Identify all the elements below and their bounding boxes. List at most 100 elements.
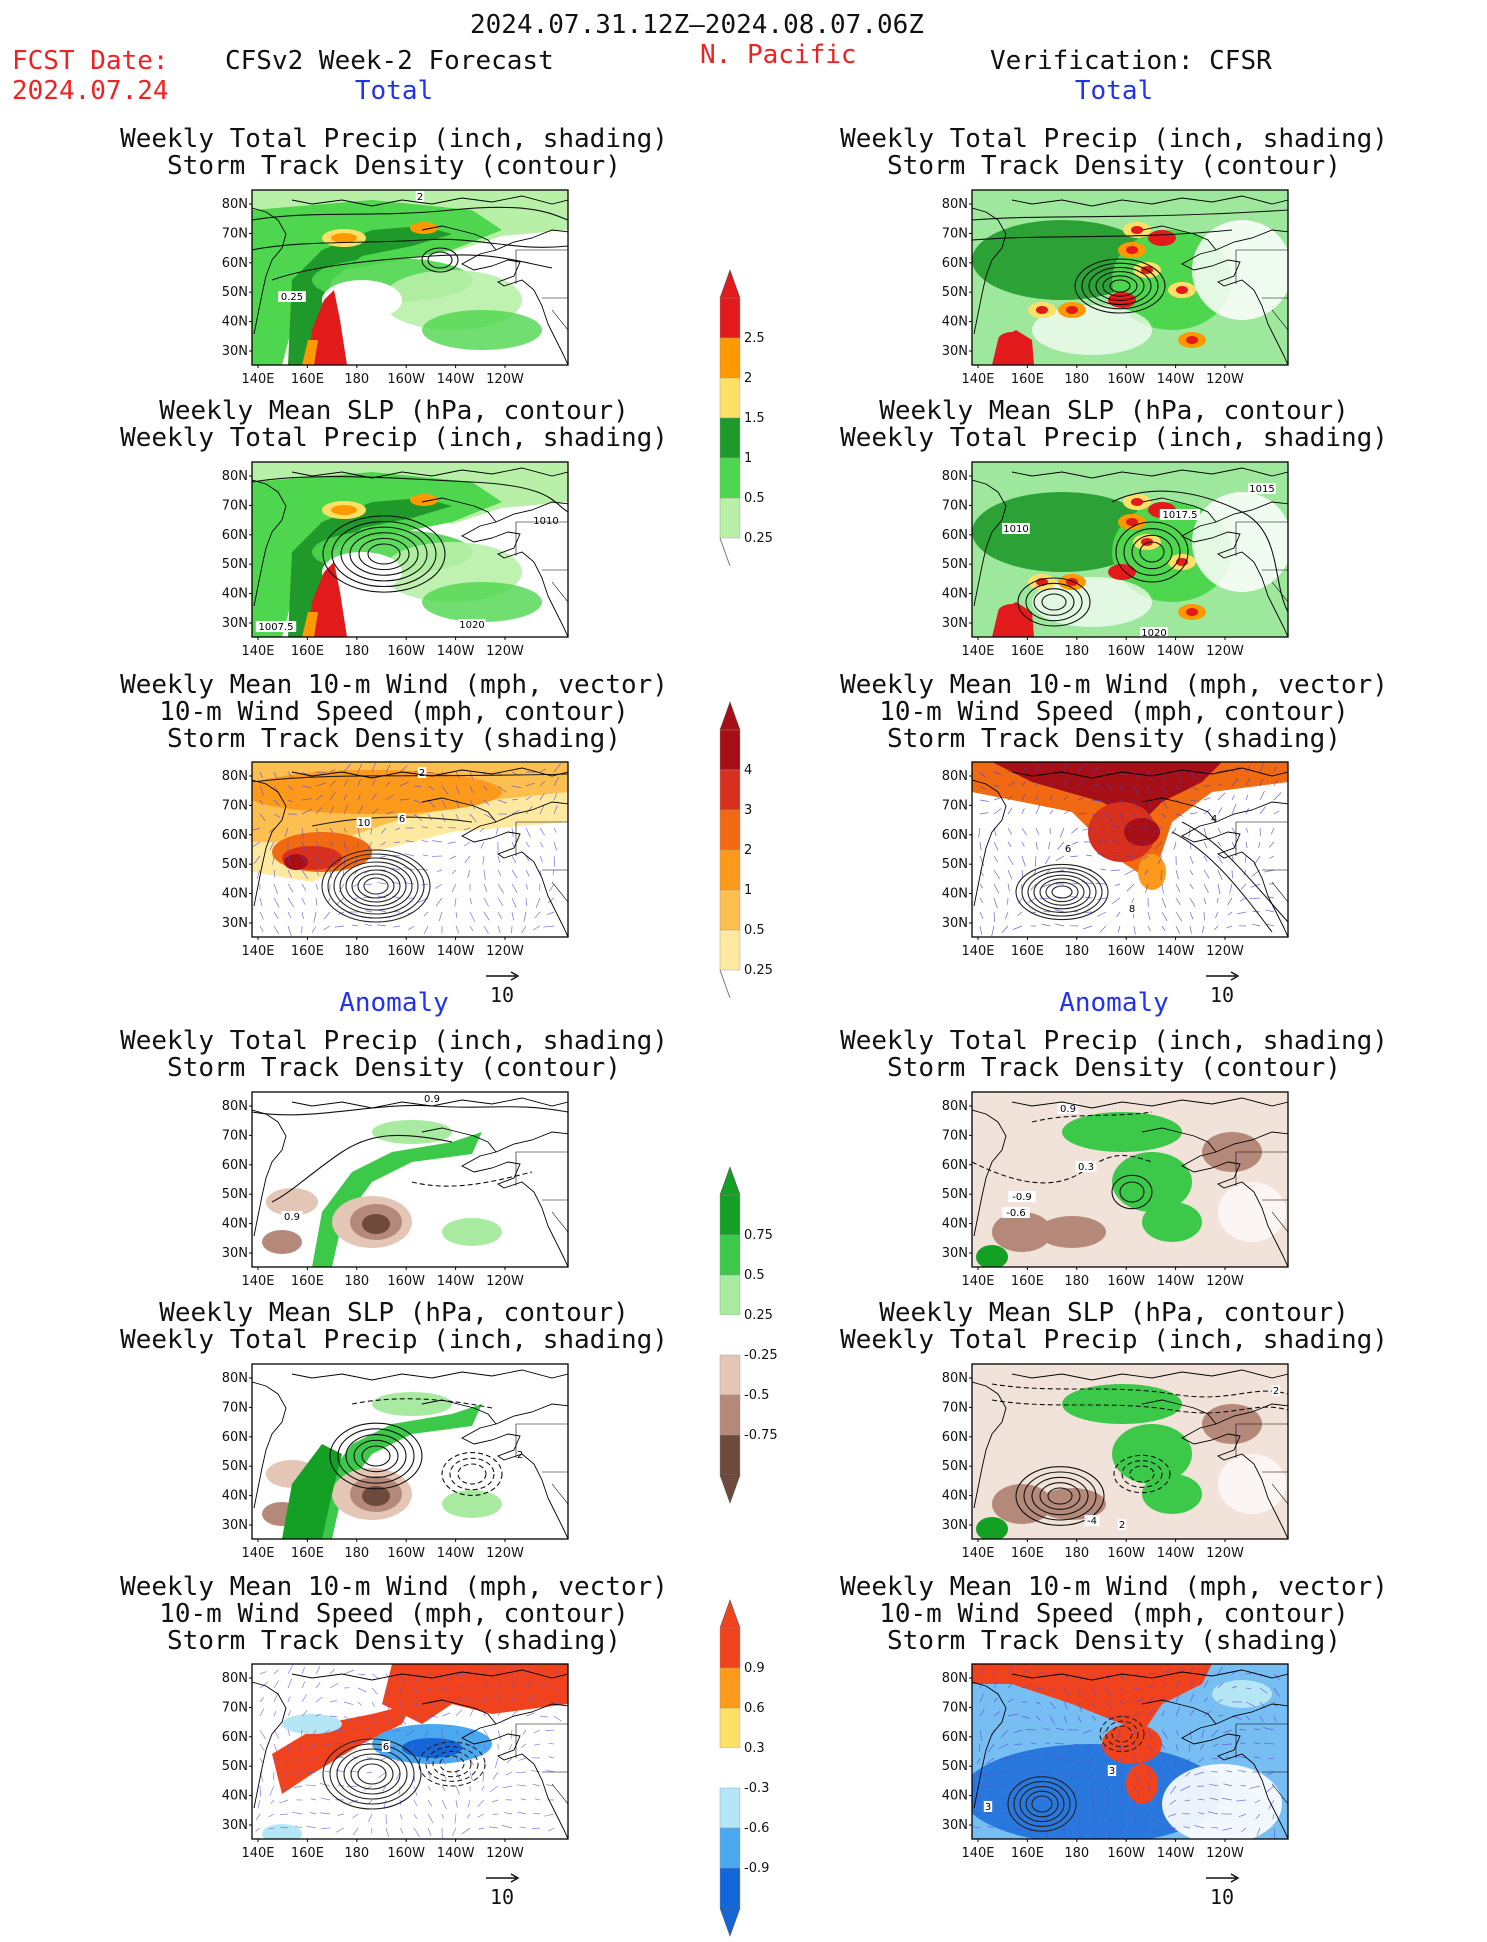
contour-label: -4: [1087, 1516, 1097, 1527]
lat-tick-label: 50N: [222, 1759, 248, 1774]
lat-tick-label: 70N: [942, 798, 968, 813]
lat-tick-label: 80N: [222, 1671, 248, 1686]
lon-tick-label: 160W: [1107, 1274, 1145, 1289]
lat-tick-label: 50N: [222, 857, 248, 872]
lat-tick-label: 40N: [942, 587, 968, 602]
colorbar-label: -0.3: [744, 1781, 769, 1796]
contour-label: 2: [1273, 1386, 1279, 1397]
lat-tick-label: 70N: [222, 798, 248, 813]
lat-tick-label: 80N: [222, 1099, 248, 1114]
lon-tick-label: 160E: [1011, 944, 1044, 959]
vector-arrow-icon: [1204, 1873, 1240, 1883]
vector-reference-value: 10: [484, 1887, 520, 1907]
lat-tick-label: 50N: [222, 1459, 248, 1474]
lon-tick-label: 140E: [241, 1546, 274, 1561]
colorbar-segment: [720, 1828, 740, 1868]
contour-label: 10: [358, 818, 371, 829]
lon-tick-label: 140E: [241, 1846, 274, 1861]
vf-total-slp-title: Weekly Mean SLP (hPa, contour)Weekly Tot…: [754, 398, 1474, 452]
lon-tick-label: 120W: [1206, 944, 1244, 959]
lat-tick-label: 50N: [942, 1187, 968, 1202]
colorbar-label: 2: [744, 843, 752, 858]
lat-tick-label: 70N: [222, 1400, 248, 1415]
lat-tick-label: 30N: [942, 616, 968, 631]
colorbar-label: 0.25: [744, 963, 773, 978]
contour-label: 1015: [1249, 484, 1274, 495]
fc-anom-wind-plot-area: 6: [252, 1664, 570, 1844]
precip-anomaly-area: [1142, 1202, 1202, 1242]
precip-anomaly-area: [1142, 1474, 1202, 1514]
lon-tick-label: 120W: [1206, 1274, 1244, 1289]
lon-tick-label: 140W: [1157, 1274, 1195, 1289]
lat-tick-label: 30N: [942, 1246, 968, 1261]
lon-tick-label: 140E: [241, 372, 274, 387]
colorbar-label: 0.25: [744, 531, 773, 546]
colorbar-label: -0.9: [744, 1861, 769, 1876]
lat-tick-label: 40N: [222, 887, 248, 902]
vf-total-vector-reference: 10: [1204, 966, 1240, 1005]
lat-tick-label: 60N: [942, 528, 968, 543]
lon-tick-label: 140W: [437, 1546, 475, 1561]
colorbar-segment: [720, 338, 740, 378]
precip-anomaly-area: [1038, 1216, 1106, 1248]
colorbar-segment: [720, 930, 740, 970]
lon-tick-label: 160E: [1011, 1274, 1044, 1289]
precip-anomaly-area: [976, 1245, 1008, 1269]
lat-tick-label: 40N: [222, 587, 248, 602]
colorbar-label: 2: [744, 371, 752, 386]
precip-anomaly-area: [1062, 1112, 1182, 1152]
lon-tick-label: 180: [1064, 644, 1089, 659]
colorbar-label: 2.5: [744, 331, 765, 346]
colorbar-arrow-bottom: [720, 1908, 740, 1936]
contour-label: 3: [985, 1802, 991, 1813]
colorbar-arrow-top: [720, 1167, 740, 1195]
lat-tick-label: 60N: [942, 1730, 968, 1745]
colorbar-label: 0.25: [744, 1308, 773, 1323]
colorbar-segment: [720, 298, 740, 338]
forecast-title: CFSv2 Week-2 Forecast: [225, 46, 554, 76]
colorbar-segment: [720, 1195, 740, 1235]
lat-tick-label: 60N: [222, 828, 248, 843]
precip-anomaly-area: [262, 1230, 302, 1254]
contour-label: 1007.5: [259, 622, 294, 633]
lat-tick-label: 40N: [942, 1789, 968, 1804]
fc-anom-precip-title: Weekly Total Precip (inch, shading)Storm…: [34, 1028, 754, 1082]
lat-tick-label: 30N: [942, 1518, 968, 1533]
fc-total-vector-reference: 10: [484, 966, 520, 1005]
lat-tick-label: 30N: [222, 1518, 248, 1533]
contour-label: 2: [417, 192, 423, 203]
storm-density-area: [242, 770, 502, 814]
colorbar-segment: [720, 730, 740, 770]
lon-tick-label: 160W: [1107, 1546, 1145, 1561]
vf-anom-slp-title: Weekly Mean SLP (hPa, contour)Weekly Tot…: [754, 1300, 1474, 1354]
lon-tick-label: 160W: [1107, 944, 1145, 959]
fc-total-precip-title: Weekly Total Precip (inch, shading)Storm…: [34, 126, 754, 180]
fc-anom-vector-reference: 10: [484, 1868, 520, 1907]
colorbar-segment: [720, 850, 740, 890]
lon-tick-label: 140W: [437, 644, 475, 659]
total-precip-colorbar-svg: 2.521.510.50.25: [716, 268, 786, 568]
lon-tick-label: 180: [344, 1274, 369, 1289]
lon-tick-label: 120W: [486, 1274, 524, 1289]
colorbar-segment: [720, 1355, 740, 1395]
colorbar-segment: [720, 810, 740, 850]
lon-tick-label: 160W: [1107, 1846, 1145, 1861]
contour-label: 0.3: [1078, 1162, 1094, 1173]
lon-tick-label: 140E: [961, 944, 994, 959]
vf-total-wind-title: Weekly Mean 10-m Wind (mph, vector)10-m …: [754, 672, 1474, 753]
lat-tick-label: 70N: [222, 498, 248, 513]
colorbar-arrow-bottom: [720, 538, 730, 566]
lon-tick-label: 180: [344, 1546, 369, 1561]
colorbar-label: 0.3: [744, 1741, 765, 1756]
lon-tick-label: 180: [1064, 1846, 1089, 1861]
lon-tick-label: 160E: [291, 1846, 324, 1861]
